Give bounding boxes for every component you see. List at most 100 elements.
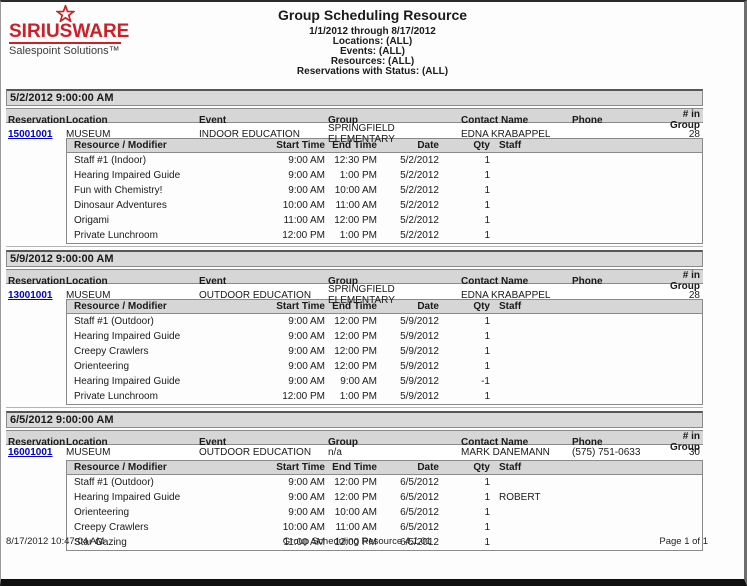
resource-table: Resource / Modifier Start Time End Time … xyxy=(66,299,703,405)
qty: 1 xyxy=(484,215,490,226)
resource-header-row: Resource / Modifier Start Time End Time … xyxy=(66,299,703,314)
date: 5/2/2012 xyxy=(400,200,439,211)
star-icon xyxy=(55,5,75,22)
resource-row: Fun with Chemistry! 9:00 AM 10:00 AM 5/2/20… xyxy=(67,183,702,198)
col-staff: Staff xyxy=(499,462,522,473)
reservation-row: 16001001 MUSEUM OUTDOOR EDUCATION n/a MA… xyxy=(6,445,703,460)
event-cell: OUTDOOR EDUCATION xyxy=(199,289,312,301)
resource-name: Creepy Crawlers xyxy=(74,522,149,533)
resource-name: Hearing Impaired Guide xyxy=(74,170,181,181)
col-start-time: Start Time xyxy=(276,301,325,312)
qty: 1 xyxy=(484,185,490,196)
resource-name: Staff #1 (Outdoor) xyxy=(74,316,154,327)
qty: 1 xyxy=(484,492,490,503)
end-time: 12:00 PM xyxy=(334,215,377,226)
resource-rows: Staff #1 (Outdoor) 9:00 AM 12:00 PM 5/9/201… xyxy=(66,314,703,405)
col-event: Event xyxy=(199,436,227,448)
resource-name: Staff #1 (Outdoor) xyxy=(74,477,154,488)
date: 6/5/2012 xyxy=(400,492,439,503)
col-contact-name: Contact Name xyxy=(461,114,529,126)
section-datetime-bar: 5/9/2012 9:00:00 AM xyxy=(6,250,703,267)
event-cell: INDOOR EDUCATION xyxy=(199,128,300,140)
in-group-cell: 28 xyxy=(688,289,700,301)
resource-row: Staff #1 (Outdoor) 9:00 AM 12:00 PM 6/5/201… xyxy=(67,475,702,490)
footer-generated-timestamp: 8/17/2012 10:47:04 AM xyxy=(6,536,105,547)
qty: 1 xyxy=(484,155,490,166)
col-end-time: End Time xyxy=(332,462,377,473)
col-date: Date xyxy=(417,462,439,473)
col-staff: Staff xyxy=(499,140,522,151)
resource-row: Hearing Impaired Guide 9:00 AM 9:00 AM 5/9/… xyxy=(67,374,702,389)
qty: 1 xyxy=(484,230,490,241)
resource-name: Hearing Impaired Guide xyxy=(74,376,181,387)
report-header: Group Scheduling Resource 1/1/2012 throu… xyxy=(1,7,744,77)
start-time: 9:00 AM xyxy=(288,477,325,488)
qty: -1 xyxy=(481,376,490,387)
start-time: 9:00 AM xyxy=(288,492,325,503)
reservation-row: 15001001 MUSEUM INDOOR EDUCATION SPRINGF… xyxy=(6,123,703,145)
brand-name: SIRIUSWARE xyxy=(9,21,130,44)
reservation-link[interactable]: 15001001 xyxy=(8,128,53,140)
resource-name: Hearing Impaired Guide xyxy=(74,331,181,342)
end-time: 10:00 AM xyxy=(334,507,377,518)
col-in-group: # in Group xyxy=(670,431,700,453)
date: 5/9/2012 xyxy=(400,331,439,342)
resource-name: Staff #1 (Indoor) xyxy=(74,155,147,166)
reservation-link[interactable]: 16001001 xyxy=(8,447,53,458)
resource-name: Dinosaur Adventures xyxy=(74,200,167,211)
col-resource-modifier: Resource / Modifier xyxy=(74,462,167,473)
end-time: 12:00 PM xyxy=(334,477,377,488)
report-footer: 8/17/2012 10:47:04 AM Group Scheduling R… xyxy=(6,536,708,547)
end-time: 1:00 PM xyxy=(339,230,377,241)
col-start-time: Start Time xyxy=(276,462,325,473)
resource-rows: Staff #1 (Indoor) 9:00 AM 12:30 PM 5/2/2012… xyxy=(66,153,703,244)
resource-row: Orienteering 9:00 AM 10:00 AM 6/5/2012 1 xyxy=(67,505,702,520)
resource-row: Dinosaur Adventures 10:00 AM 11:00 AM 5/2/2… xyxy=(67,198,702,213)
col-phone: Phone xyxy=(572,436,603,448)
group-cell: SPRINGFIELD ELEMENTARY xyxy=(328,123,395,145)
staff: ROBERT xyxy=(499,492,541,503)
resource-header-row: Resource / Modifier Start Time End Time … xyxy=(66,460,703,475)
end-time: 1:00 PM xyxy=(339,391,377,402)
qty: 1 xyxy=(484,477,490,488)
filter-status: Reservations with Status: (ALL) xyxy=(296,66,449,77)
date: 5/2/2012 xyxy=(400,170,439,181)
reservation-link[interactable]: 13001001 xyxy=(8,289,53,301)
col-qty: Qty xyxy=(473,140,490,151)
col-staff: Staff xyxy=(499,301,522,312)
start-time: 9:00 AM xyxy=(288,331,325,342)
section-datetime-bar: 6/5/2012 9:00:00 AM xyxy=(6,411,703,428)
report-title: Group Scheduling Resource xyxy=(277,7,468,23)
resource-header-row: Resource / Modifier Start Time End Time … xyxy=(66,138,703,153)
start-time: 11:00 AM xyxy=(283,537,325,548)
start-time: 12:00 PM xyxy=(282,230,325,241)
filter-events: Events: (ALL) xyxy=(340,46,405,57)
end-time: 1:00 PM xyxy=(339,170,377,181)
col-in-group: # in Group xyxy=(670,270,700,292)
resource-name: Orienteering xyxy=(74,361,130,372)
date: 5/9/2012 xyxy=(400,346,439,357)
col-resource-modifier: Resource / Modifier xyxy=(74,140,167,151)
schedule-section: 5/9/2012 9:00:00 AM Reservation Location… xyxy=(6,250,703,408)
resource-name: Creepy Crawlers xyxy=(74,346,149,357)
end-time: 12:00 PM xyxy=(334,537,377,548)
resource-row: Origami 11:00 AM 12:00 PM 5/2/2012 1 xyxy=(67,213,702,228)
start-time: 10:00 AM xyxy=(282,200,325,211)
col-start-time: Start Time xyxy=(276,140,325,151)
resource-row: Hearing Impaired Guide 9:00 AM 12:00 PM 6/5… xyxy=(67,490,702,505)
footer-report-name: Group Scheduling Resource 4.1.01 xyxy=(282,536,432,547)
qty: 1 xyxy=(484,391,490,402)
col-date: Date xyxy=(417,140,439,151)
col-location: Location xyxy=(66,114,108,126)
reservation-header-row: Reservation Location Event Group Contact… xyxy=(6,269,703,292)
location-cell: MUSEUM xyxy=(66,128,111,140)
date: 5/2/2012 xyxy=(400,155,439,166)
resource-name: Fun with Chemistry! xyxy=(74,185,163,196)
end-time: 12:00 PM xyxy=(334,492,377,503)
filter-resources: Resources: (ALL) xyxy=(330,56,415,67)
col-end-time: End Time xyxy=(332,140,377,151)
col-contact-name: Contact Name xyxy=(461,436,529,448)
qty: 1 xyxy=(484,170,490,181)
resource-row: Staff #1 (Outdoor) 9:00 AM 12:00 PM 5/9/201… xyxy=(67,314,702,329)
resource-row: Creepy Crawlers 10:00 AM 11:00 AM 6/5/2012 1 xyxy=(67,520,702,535)
